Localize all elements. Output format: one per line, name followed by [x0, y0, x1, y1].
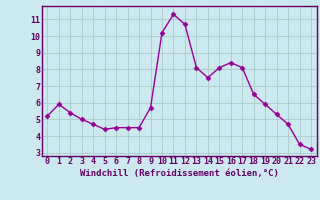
X-axis label: Windchill (Refroidissement éolien,°C): Windchill (Refroidissement éolien,°C): [80, 169, 279, 178]
